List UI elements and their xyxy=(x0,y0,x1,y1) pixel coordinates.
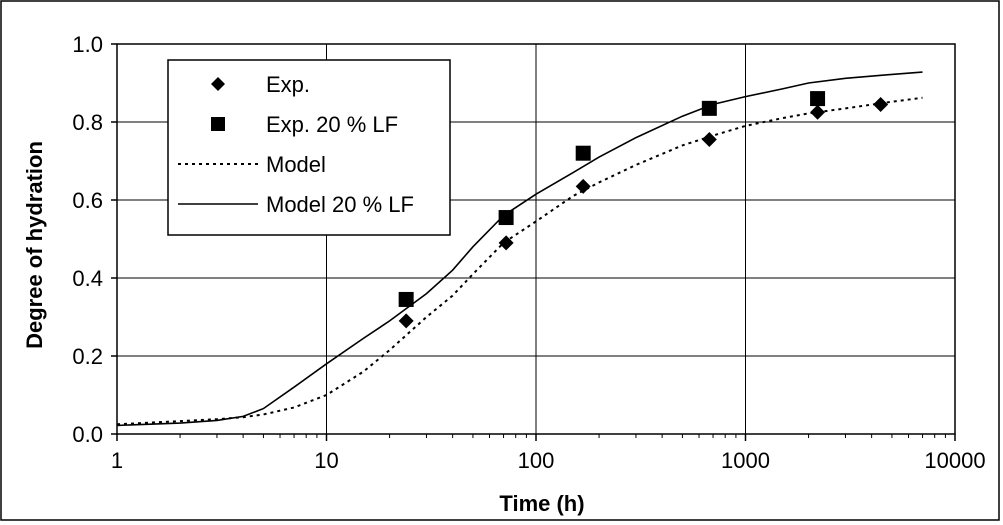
y-tick-label: 0.6 xyxy=(72,188,103,213)
data-point-exp xyxy=(873,96,889,112)
y-tick-label: 0.8 xyxy=(72,110,103,135)
x-tick-label: 1000 xyxy=(721,448,770,473)
data-point-exp xyxy=(498,235,514,251)
legend-label-model: Model xyxy=(266,152,326,177)
data-point-exp-20-lf xyxy=(498,210,514,226)
x-axis-title: Time (h) xyxy=(499,491,584,516)
legend-label-exp-20-lf: Exp. 20 % LF xyxy=(266,112,398,137)
data-point-exp xyxy=(575,178,591,194)
legend-items: Exp. Exp. 20 % LF Model Model 20 % LF xyxy=(178,72,414,217)
legend: Exp. Exp. 20 % LF Model Model 20 % LF xyxy=(167,59,451,236)
y-tick-label: 0.4 xyxy=(72,266,103,291)
legend-marker-exp-20-lf xyxy=(211,117,225,131)
y-tick-label: 0.0 xyxy=(72,422,103,447)
x-tick-label: 10000 xyxy=(924,448,985,473)
series-layer xyxy=(116,71,923,427)
data-point-exp xyxy=(701,132,717,148)
x-tick-label: 10 xyxy=(314,448,338,473)
y-axis-title: Degree of hydration xyxy=(22,141,47,349)
legend-marker-exp xyxy=(211,77,225,91)
y-tick-label: 0.2 xyxy=(72,344,103,369)
data-point-exp xyxy=(398,313,414,329)
legend-label-model-20-lf: Model 20 % LF xyxy=(266,192,414,217)
data-point-exp-20-lf xyxy=(701,100,717,116)
axes: 0.0 0.2 0.4 0.6 0.8 1.0 1 10 100 1000 10000 xyxy=(72,32,985,473)
legend-label-exp: Exp. xyxy=(266,72,310,97)
data-point-exp-20-lf xyxy=(575,145,591,161)
legend-box xyxy=(167,59,451,236)
data-point-exp xyxy=(810,104,826,120)
x-tick-label: 1 xyxy=(111,448,123,473)
y-tick-label: 1.0 xyxy=(72,32,103,57)
data-point-exp-20-lf xyxy=(810,91,826,107)
data-point-exp-20-lf xyxy=(398,291,414,307)
x-tick-label: 100 xyxy=(518,448,555,473)
